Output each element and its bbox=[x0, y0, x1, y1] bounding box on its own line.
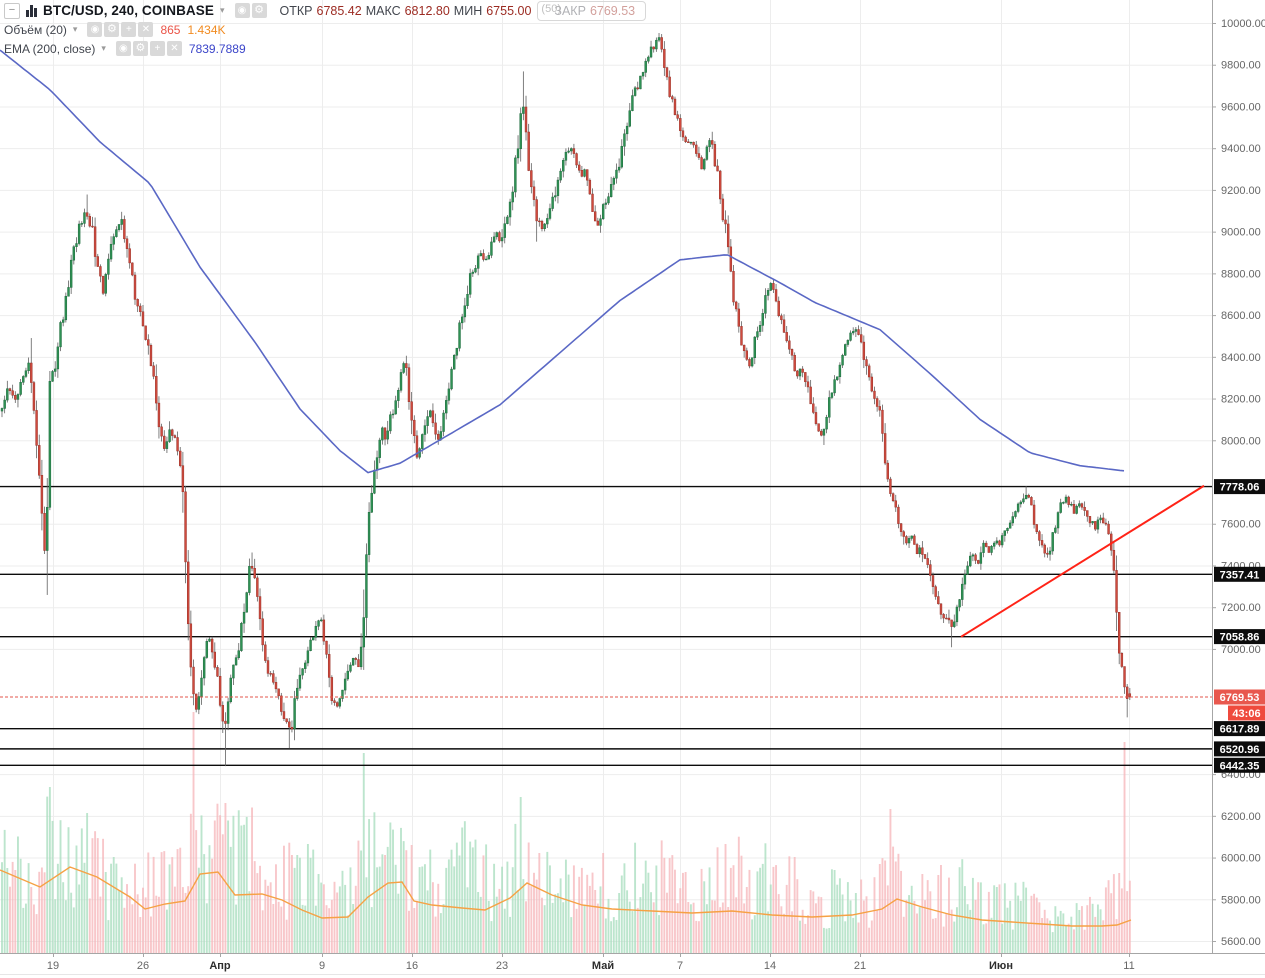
svg-text:14: 14 bbox=[764, 960, 776, 972]
volume-indicator-label[interactable]: Объём (20) bbox=[4, 22, 67, 37]
close-icon[interactable]: ✕ bbox=[138, 22, 154, 37]
svg-text:9400.00: 9400.00 bbox=[1221, 143, 1261, 155]
trendline[interactable] bbox=[960, 484, 1205, 638]
svg-text:6442.35: 6442.35 bbox=[1220, 760, 1260, 772]
svg-text:6520.96: 6520.96 bbox=[1220, 744, 1260, 756]
ema-line[interactable] bbox=[0, 49, 1125, 474]
svg-text:11: 11 bbox=[1123, 960, 1134, 972]
svg-text:7058.86: 7058.86 bbox=[1220, 632, 1260, 644]
price-badge: 6520.96 bbox=[1214, 741, 1265, 757]
symbol-title[interactable]: BTC/USD, 240, COINBASE bbox=[43, 3, 214, 18]
ohlc-readout: ОТКР 6785.42 МАКС 6812.80 МИН 6755.00 (5… bbox=[279, 0, 647, 21]
svg-text:Июн: Июн bbox=[989, 960, 1013, 972]
legend-volume-row: Объём (20) ▾ ◉ ⚙ + ✕ 865 1.434K bbox=[4, 20, 646, 39]
svg-text:5600.00: 5600.00 bbox=[1221, 936, 1261, 948]
volume-value: 865 bbox=[160, 22, 181, 37]
svg-text:5800.00: 5800.00 bbox=[1221, 894, 1261, 906]
price-badge: 7058.86 bbox=[1214, 629, 1265, 645]
legend-symbol-row: − BTC/USD, 240, COINBASE ▾ ◉ ⚙ ОТКР 6785… bbox=[4, 0, 647, 21]
svg-text:7000.00: 7000.00 bbox=[1221, 644, 1261, 656]
chevron-down-icon[interactable]: ▾ bbox=[72, 24, 78, 34]
symbol-toolbar: ◉ ⚙ bbox=[234, 3, 267, 18]
svg-text:10000.00: 10000.00 bbox=[1221, 18, 1265, 30]
close-icon[interactable]: ✕ bbox=[166, 41, 182, 56]
svg-text:8600.00: 8600.00 bbox=[1221, 310, 1261, 322]
svg-text:23: 23 bbox=[496, 960, 508, 972]
price-badge: 7357.41 bbox=[1214, 566, 1265, 582]
svg-text:9600.00: 9600.00 bbox=[1221, 101, 1261, 113]
price-badge: 7778.06 bbox=[1214, 479, 1265, 495]
ema-indicator-label[interactable]: EMA (200, close) bbox=[4, 41, 96, 56]
low-label: МИН bbox=[453, 3, 483, 18]
svg-text:6769.53: 6769.53 bbox=[1220, 692, 1260, 704]
svg-text:26: 26 bbox=[137, 960, 149, 972]
ema-value: 7839.7889 bbox=[188, 41, 246, 56]
gear-icon[interactable]: ⚙ bbox=[132, 41, 148, 56]
high-value: 6812.80 bbox=[404, 3, 450, 18]
volume-ma-line bbox=[0, 866, 1132, 927]
price-badge: 6769.53 bbox=[1214, 689, 1265, 705]
svg-text:7600.00: 7600.00 bbox=[1221, 519, 1261, 531]
high-label: МАКС bbox=[365, 3, 401, 18]
add-icon[interactable]: + bbox=[149, 41, 165, 56]
svg-text:7778.06: 7778.06 bbox=[1220, 482, 1260, 494]
ema-toolbar: ◉ ⚙ + ✕ bbox=[115, 41, 182, 56]
legend-collapse-button[interactable]: − bbox=[4, 2, 20, 19]
close-readout-box: (50) ЗАКР 6769.53 bbox=[537, 0, 647, 21]
svg-text:7200.00: 7200.00 bbox=[1221, 602, 1261, 614]
time-axis[interactable]: 19 26 Апр 9 16 23 Май 7 14 21 Июн 11 bbox=[0, 953, 1265, 972]
svg-text:Май: Май bbox=[592, 960, 614, 972]
volume-layer bbox=[1, 712, 1131, 953]
svg-text:8400.00: 8400.00 bbox=[1221, 352, 1261, 364]
chart-legend: − BTC/USD, 240, COINBASE ▾ ◉ ⚙ ОТКР 6785… bbox=[4, 0, 647, 58]
eye-icon[interactable]: ◉ bbox=[115, 41, 131, 56]
grid-layer bbox=[0, 0, 1212, 953]
svg-text:9000.00: 9000.00 bbox=[1221, 227, 1261, 239]
close-label: ЗАКР bbox=[554, 3, 586, 18]
gear-icon[interactable]: ⚙ bbox=[251, 3, 267, 18]
svg-text:19: 19 bbox=[47, 960, 59, 972]
svg-text:43:06: 43:06 bbox=[1232, 708, 1260, 720]
svg-text:6617.89: 6617.89 bbox=[1220, 724, 1260, 736]
price-badge: 6442.35 bbox=[1214, 757, 1265, 773]
svg-text:8000.00: 8000.00 bbox=[1221, 435, 1261, 447]
chevron-down-icon[interactable]: ▾ bbox=[219, 5, 225, 15]
open-label: ОТКР bbox=[279, 3, 313, 18]
svg-text:21: 21 bbox=[854, 960, 866, 972]
level-lines-layer[interactable] bbox=[0, 485, 1212, 766]
open-value: 6785.42 bbox=[316, 3, 362, 18]
close-value: 6769.53 bbox=[589, 3, 636, 18]
svg-text:6200.00: 6200.00 bbox=[1221, 811, 1261, 823]
chevron-down-icon[interactable]: ▾ bbox=[101, 43, 106, 53]
price-badge: 6617.89 bbox=[1214, 721, 1265, 737]
price-badge: 43:06 bbox=[1228, 705, 1265, 721]
svg-text:9: 9 bbox=[319, 960, 325, 972]
svg-text:9800.00: 9800.00 bbox=[1221, 60, 1261, 72]
eye-icon[interactable]: ◉ bbox=[234, 3, 250, 18]
svg-text:8800.00: 8800.00 bbox=[1221, 268, 1261, 280]
svg-text:16: 16 bbox=[406, 960, 418, 972]
add-icon[interactable]: + bbox=[121, 22, 137, 37]
svg-text:9200.00: 9200.00 bbox=[1221, 185, 1261, 197]
svg-text:7357.41: 7357.41 bbox=[1220, 569, 1260, 581]
legend-ema-row: EMA (200, close) ▾ ◉ ⚙ + ✕ 7839.7889 bbox=[4, 39, 646, 58]
svg-text:7: 7 bbox=[677, 960, 683, 972]
svg-text:Апр: Апр bbox=[209, 960, 231, 972]
chart-type-icon bbox=[26, 4, 37, 17]
eye-icon[interactable]: ◉ bbox=[87, 22, 103, 37]
gear-icon[interactable]: ⚙ bbox=[104, 22, 120, 37]
volume-toolbar: ◉ ⚙ + ✕ bbox=[87, 22, 154, 37]
svg-text:6000.00: 6000.00 bbox=[1221, 853, 1261, 865]
overlay-artifact-text: (50) bbox=[541, 2, 561, 15]
candles-layer bbox=[0, 33, 1132, 767]
svg-text:8200.00: 8200.00 bbox=[1221, 394, 1261, 406]
low-value: 6755.00 bbox=[486, 3, 532, 18]
volume-ma-value: 1.434K bbox=[187, 22, 226, 37]
